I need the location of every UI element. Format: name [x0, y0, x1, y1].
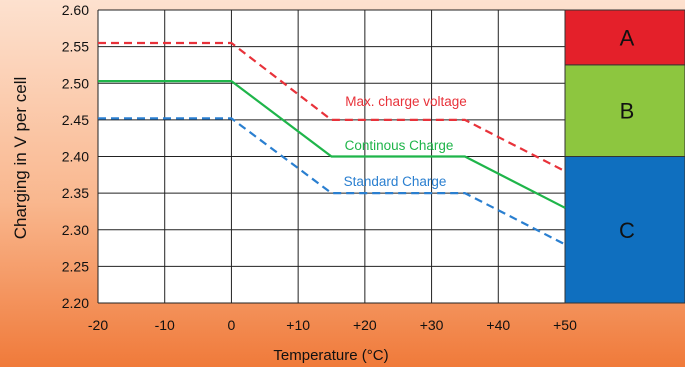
band-label-b: B: [620, 99, 635, 124]
y-tick-label-8: 2.60: [62, 2, 89, 18]
x-tick-labels: -20 -10 0 +10 +20 +30 +40 +50: [88, 317, 577, 333]
band-label-c: C: [619, 218, 635, 243]
x-tick-label-3: +10: [286, 317, 310, 333]
series-line-2: [98, 117, 566, 246]
series-label-0: Max. charge voltage: [345, 94, 467, 109]
band-b: [564, 64, 685, 157]
y-tick-label-2: 2.30: [62, 222, 89, 238]
band-a: [564, 9, 685, 66]
y-tick-label-0: 2.20: [62, 295, 89, 311]
series-line-0: [98, 41, 566, 173]
series-label-2: Standard Charge: [344, 174, 447, 189]
series-labels: Max. charge voltage Continous Charge Stand…: [344, 94, 467, 189]
x-tick-label-1: -10: [155, 317, 175, 333]
y-axis-label: Charging in V per cell: [11, 77, 30, 240]
y-tick-label-4: 2.40: [62, 149, 89, 165]
x-tick-label-2: 0: [228, 317, 236, 333]
y-tick-label-7: 2.55: [62, 39, 89, 55]
voltage-bands: A B C: [564, 9, 685, 304]
series-line-1: [98, 80, 566, 209]
y-tick-label-6: 2.50: [62, 75, 89, 91]
y-tick-label-1: 2.25: [62, 258, 89, 274]
y-tick-label-5: 2.45: [62, 112, 89, 128]
series-label-1: Continous Charge: [345, 138, 454, 153]
band-c: [564, 156, 685, 304]
x-tick-label-0: -20: [88, 317, 108, 333]
x-axis-label: Temperature (°C): [273, 347, 388, 364]
x-tick-label-7: +50: [553, 317, 577, 333]
y-tick-label-3: 2.35: [62, 185, 89, 201]
series-group: [98, 41, 566, 246]
band-label-a: A: [620, 25, 635, 50]
x-tick-label-5: +30: [420, 317, 444, 333]
y-tick-labels: 2.20 2.25 2.30 2.35 2.40 2.45 2.50 2.55 2.60: [62, 2, 89, 311]
x-tick-label-4: +20: [353, 317, 377, 333]
x-tick-label-6: +40: [486, 317, 510, 333]
